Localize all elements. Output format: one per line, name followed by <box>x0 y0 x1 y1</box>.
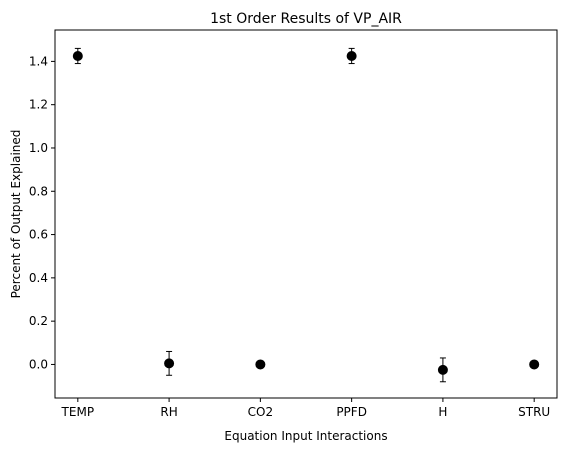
y-tick-label: 1.4 <box>29 54 48 68</box>
data-point-co2 <box>255 359 266 370</box>
x-axis-title: Equation Input Interactions <box>224 429 387 443</box>
data-point-rh <box>164 358 175 369</box>
data-point-temp <box>72 50 83 61</box>
data-point-h <box>437 364 448 375</box>
y-tick-label: 0.4 <box>29 271 48 285</box>
y-tick-label: 1.2 <box>29 98 48 112</box>
y-tick-label: 0.2 <box>29 314 48 328</box>
y-tick-label: 1.0 <box>29 141 48 155</box>
y-tick-label: 0.6 <box>29 228 48 242</box>
x-tick-label-rh: RH <box>160 405 177 419</box>
plot-frame <box>54 29 558 399</box>
x-tick-label-ppfd: PPFD <box>336 405 367 419</box>
x-tick-label-co2: CO2 <box>248 405 273 419</box>
y-tick-label: 0.0 <box>29 357 48 371</box>
x-tick-label-stru: STRU <box>518 405 550 419</box>
y-axis-title: Percent of Output Explained <box>9 130 23 299</box>
x-tick-label-h: H <box>438 405 447 419</box>
data-point-stru <box>529 359 540 370</box>
y-tick-label: 0.8 <box>29 184 48 198</box>
chart-title: 1st Order Results of VP_AIR <box>210 11 402 27</box>
plot-area: 0.0 0.2 0.4 0.6 0.8 1.0 1.2 1.4 TEMP RH CO2 PPFD H ST… <box>29 29 558 419</box>
data-point-ppfd <box>346 50 357 61</box>
x-tick-label-temp: TEMP <box>61 405 95 419</box>
